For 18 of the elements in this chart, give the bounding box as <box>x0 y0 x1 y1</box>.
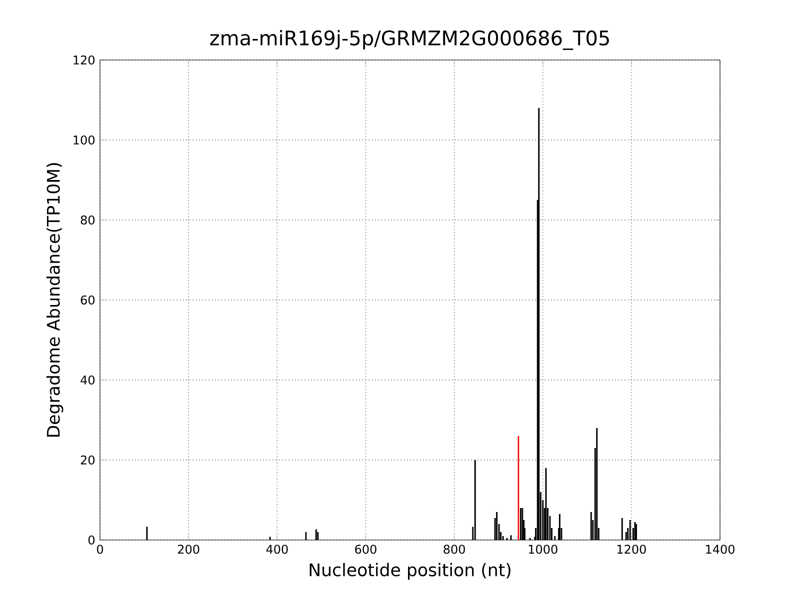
x-tick-label: 1000 <box>528 544 558 554</box>
y-tick-label: 120 <box>74 55 94 65</box>
x-tick-label: 1400 <box>706 544 734 554</box>
x-tick-label: 1200 <box>617 544 646 554</box>
x-tick-label: 600 <box>355 544 376 554</box>
x-tick-label: 0 <box>96 544 104 554</box>
x-tick-label: 200 <box>178 544 200 554</box>
x-tick-label: 800 <box>444 544 465 554</box>
y-axis-title: Degradome Abundance(TP10M) <box>46 163 64 437</box>
y-tick-label: 40 <box>80 375 94 385</box>
x-tick-label: 400 <box>266 544 288 554</box>
y-tick-label: 60 <box>80 295 94 305</box>
chart-title: zma-miR169j-5p/GRMZM2G000686_T05 <box>210 30 609 50</box>
y-tick-label: 20 <box>80 455 94 465</box>
y-tick-label: 100 <box>74 135 94 145</box>
x-axis-title: Nucleotide position (nt) <box>310 562 510 580</box>
y-tick-label: 80 <box>80 215 94 225</box>
y-tick-label: 0 <box>88 535 94 545</box>
